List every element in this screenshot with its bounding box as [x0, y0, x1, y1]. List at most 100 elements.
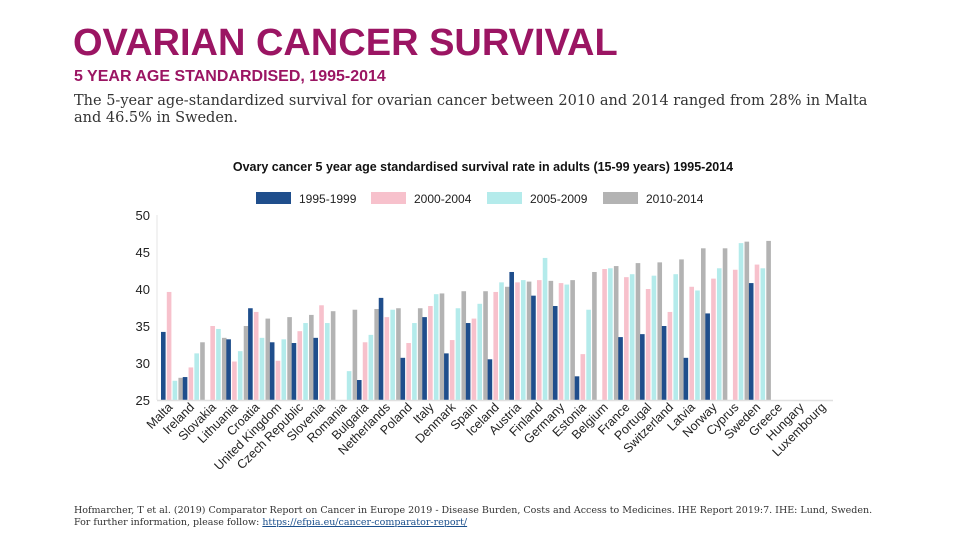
- bar: [465, 323, 471, 400]
- bar: [657, 262, 663, 400]
- bar-group: [226, 326, 249, 400]
- bar: [748, 283, 754, 400]
- bar: [635, 263, 641, 400]
- bar-group: [269, 317, 292, 400]
- bar: [679, 259, 684, 400]
- bar-group: [732, 241, 750, 400]
- bar-group: [356, 308, 379, 400]
- bar-group: [683, 248, 706, 400]
- page-subtitle: 5 YEAR AGE STANDARDISED, 1995-2014: [74, 68, 386, 85]
- bar: [172, 380, 178, 400]
- bar: [574, 376, 580, 400]
- bar-group: [291, 314, 314, 400]
- bar: [368, 334, 374, 400]
- bar: [505, 286, 510, 400]
- bar: [700, 248, 706, 400]
- y-tick-label: 25: [136, 393, 150, 408]
- bar-group: [400, 308, 423, 400]
- bar: [330, 311, 336, 400]
- bar-group: [748, 240, 771, 400]
- bar: [760, 268, 766, 400]
- bar: [417, 308, 423, 400]
- bar: [406, 343, 411, 400]
- bar: [526, 281, 532, 400]
- bar: [428, 306, 433, 400]
- bar: [194, 353, 199, 400]
- bar-group: [161, 291, 183, 400]
- bar: [558, 283, 564, 400]
- bar: [248, 308, 253, 400]
- bar: [471, 318, 477, 400]
- bar: [608, 268, 613, 400]
- bar: [178, 377, 183, 400]
- bar-group: [574, 271, 597, 400]
- y-tick-label: 50: [136, 208, 150, 223]
- bar-group: [661, 259, 684, 400]
- bar: [552, 306, 558, 400]
- legend-swatch: [487, 192, 522, 204]
- bar: [396, 308, 401, 400]
- footer-citation: Hofmarcher, T et al. (2019) Comparator R…: [74, 505, 874, 528]
- bar: [226, 339, 231, 400]
- bar: [645, 289, 651, 400]
- bar: [200, 342, 205, 400]
- bar-group: [552, 280, 575, 400]
- bar-group: [248, 308, 271, 400]
- y-axis: 25 30 35 40 45 50: [136, 208, 158, 408]
- bar: [374, 308, 379, 400]
- bar: [629, 274, 635, 400]
- bar-group: [640, 262, 663, 400]
- bar: [766, 240, 771, 400]
- bar: [732, 269, 738, 400]
- y-tick-label: 30: [136, 356, 150, 371]
- bar: [520, 280, 526, 400]
- bar: [570, 280, 575, 400]
- bar: [253, 311, 259, 400]
- bar: [738, 243, 744, 400]
- bar: [281, 339, 287, 400]
- report-link[interactable]: https://efpia.eu/cancer-comparator-repor…: [262, 516, 468, 528]
- bar-group: [182, 342, 205, 400]
- legend-swatch: [256, 192, 291, 204]
- bar: [487, 359, 493, 400]
- bar: [673, 274, 679, 400]
- bar: [531, 295, 536, 400]
- bar-group: [378, 297, 401, 400]
- bar: [346, 371, 352, 400]
- bar: [439, 293, 445, 400]
- bar-group: [509, 271, 532, 400]
- y-tick-label: 40: [136, 282, 150, 297]
- legend-label: 2005-2009: [530, 192, 588, 206]
- bar: [188, 367, 194, 400]
- bar: [499, 282, 504, 400]
- bar-group: [346, 309, 358, 400]
- x-axis: MaltaIrelandSlovakiaLithuaniaCroatiaUnit…: [144, 400, 833, 473]
- bar: [624, 277, 629, 400]
- y-tick-label: 35: [136, 319, 150, 334]
- bar: [509, 271, 514, 400]
- bar: [384, 317, 390, 400]
- bar: [412, 323, 417, 400]
- bar: [309, 314, 314, 400]
- bar-group: [487, 282, 510, 400]
- bar: [221, 337, 227, 400]
- page-description: The 5-year age-standardized survival for…: [74, 93, 868, 126]
- bar-group: [602, 266, 619, 400]
- bar: [297, 331, 303, 400]
- bar: [449, 340, 455, 400]
- bar: [422, 317, 427, 400]
- bar: [265, 318, 271, 400]
- bar-group: [444, 291, 467, 400]
- bar: [232, 361, 237, 400]
- bar-group: [618, 263, 641, 400]
- bar: [161, 331, 166, 400]
- bar: [542, 257, 548, 400]
- bar: [493, 291, 499, 400]
- bar: [536, 280, 542, 400]
- bar: [754, 264, 760, 400]
- page-title: OVARIAN CANCER SURVIVAL: [73, 22, 618, 64]
- bar: [166, 291, 172, 400]
- bar: [275, 360, 281, 400]
- bar: [243, 326, 249, 400]
- bar-group: [210, 326, 227, 400]
